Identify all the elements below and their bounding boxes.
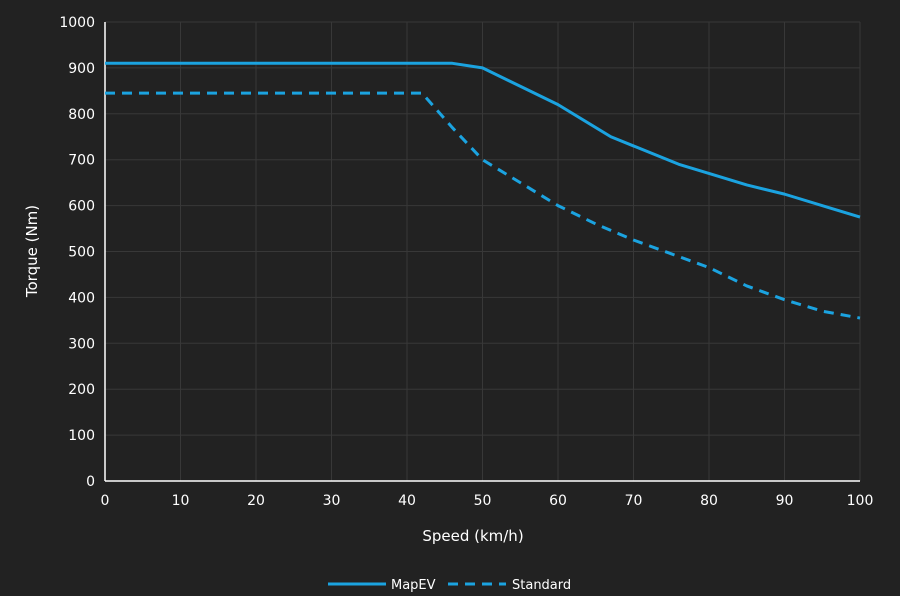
y-tick-label: 700 (68, 153, 95, 169)
legend-item-standard: Standard (448, 578, 571, 593)
x-axis-title: Speed (km/h) (422, 527, 523, 545)
x-tick-label: 30 (323, 493, 341, 509)
legend: MapEV Standard (328, 578, 571, 593)
y-tick-label: 900 (68, 61, 95, 77)
legend-label-standard: Standard (512, 578, 571, 593)
y-tick-label: 500 (68, 245, 95, 261)
y-tick-label: 300 (68, 336, 95, 352)
y-tick-label: 1000 (59, 15, 95, 31)
x-tick-label: 80 (700, 493, 718, 509)
y-tick-label: 0 (86, 474, 95, 490)
series-layer (105, 61, 861, 320)
y-tick-label: 600 (68, 199, 95, 215)
tick-labels: 0 10 20 30 40 50 60 70 80 90 100010020030040050060… (59, 15, 873, 509)
legend-item-mapev: MapEV (328, 578, 436, 593)
x-tick-label: 100 (847, 493, 874, 509)
x-tick-label: 50 (474, 493, 492, 509)
series-line-standard (105, 91, 861, 320)
x-tick-label: 0 (101, 493, 110, 509)
x-tick-label: 20 (247, 493, 265, 509)
axes (104, 22, 860, 482)
legend-label-mapev: MapEV (391, 578, 436, 593)
x-tick-label: 10 (172, 493, 190, 509)
x-tick-label: 40 (398, 493, 416, 509)
grid (105, 21, 861, 481)
x-tick-label: 70 (625, 493, 643, 509)
x-tick-label: 60 (549, 493, 567, 509)
y-tick-label: 100 (68, 428, 95, 444)
y-tick-label: 400 (68, 290, 95, 306)
y-tick-label: 800 (68, 107, 95, 123)
series-line-mapev (105, 61, 861, 219)
x-tick-label: 90 (776, 493, 794, 509)
y-tick-label: 200 (68, 382, 95, 398)
y-axis-title: Torque (Nm) (23, 205, 41, 298)
